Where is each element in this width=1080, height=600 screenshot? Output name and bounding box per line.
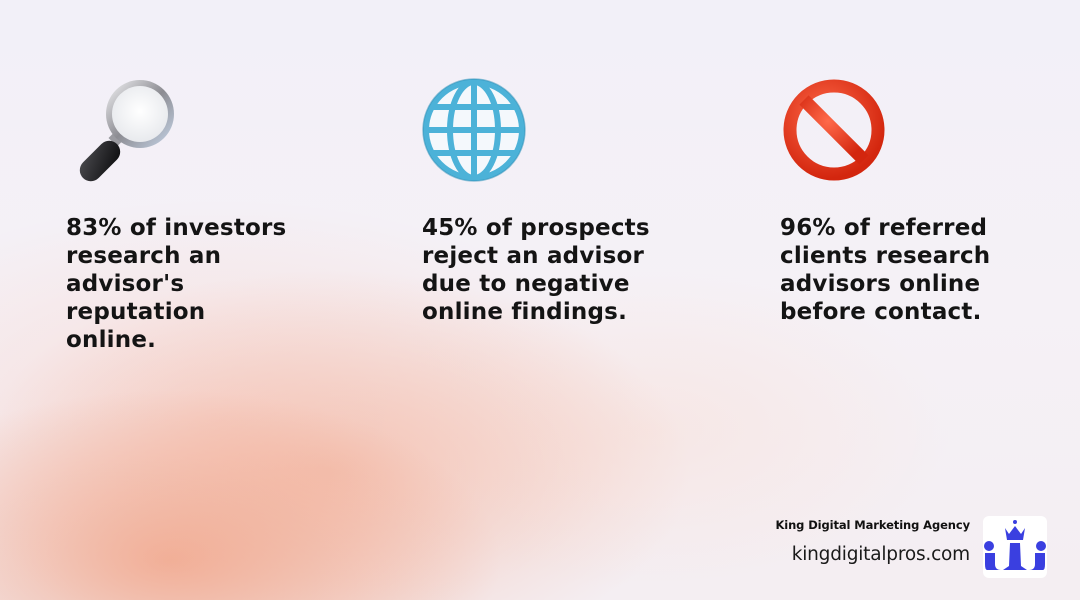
stat-text: 83% of investors research an advisor's r…	[66, 215, 287, 353]
website-link[interactable]: kingdigitalpros.com	[791, 544, 971, 565]
stat-card-prospects: 45% of prospects reject an advisor due t…	[422, 70, 722, 326]
magnifying-glass-icon	[79, 80, 174, 182]
prohibited-icon	[783, 79, 885, 181]
stat-card-referrals: 96% of referred clients research advisor…	[780, 70, 1080, 326]
brand-logo	[983, 516, 1047, 578]
stat-card-investors: 83% of investors research an advisor's r…	[66, 70, 366, 354]
stat-text: 45% of prospects reject an advisor due t…	[422, 215, 650, 325]
brand-name: King Digital Marketing Agency	[775, 518, 970, 532]
brand-block: King Digital Marketing Agency kingdigita…	[775, 518, 970, 565]
stat-text: 96% of referred clients research advisor…	[780, 215, 991, 325]
globe-icon	[422, 78, 526, 182]
king-crown-logo-icon	[984, 520, 1046, 570]
